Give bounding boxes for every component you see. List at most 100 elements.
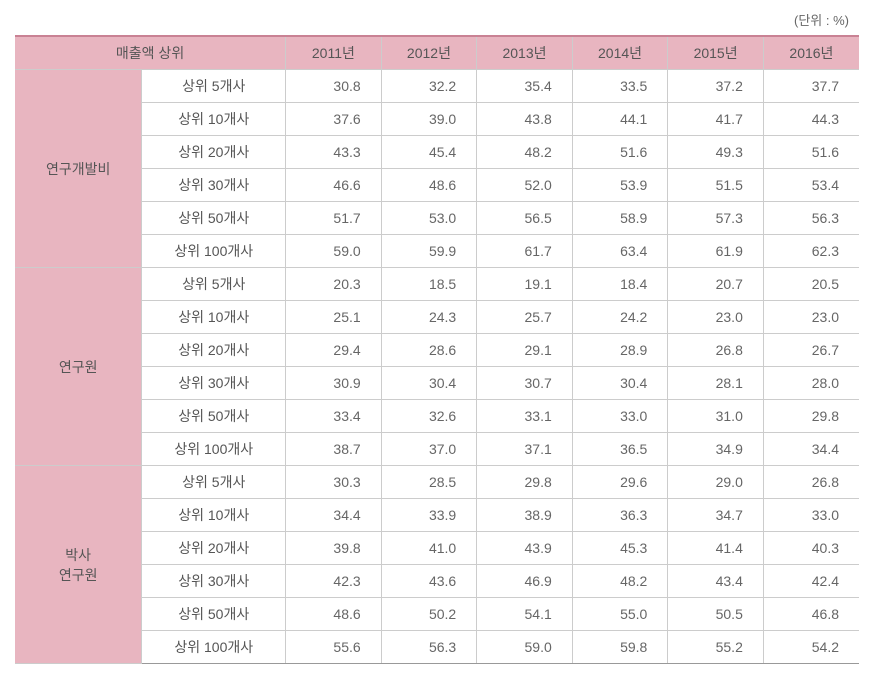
value-cell: 34.7 <box>668 499 764 532</box>
value-cell: 55.0 <box>572 598 668 631</box>
value-cell: 41.0 <box>381 532 477 565</box>
table-row: 상위 10개사34.433.938.936.334.733.0 <box>15 499 859 532</box>
value-cell: 30.8 <box>286 70 382 103</box>
sub-label: 상위 5개사 <box>142 466 286 499</box>
table-header: 매출액 상위 2011년 2012년 2013년 2014년 2015년 201… <box>15 36 859 70</box>
table-row: 상위 20개사29.428.629.128.926.826.7 <box>15 334 859 367</box>
value-cell: 43.3 <box>286 136 382 169</box>
value-cell: 20.5 <box>763 268 859 301</box>
sub-label: 상위 50개사 <box>142 400 286 433</box>
value-cell: 49.3 <box>668 136 764 169</box>
table-row: 상위 100개사38.737.037.136.534.934.4 <box>15 433 859 466</box>
table-row: 상위 30개사42.343.646.948.243.442.4 <box>15 565 859 598</box>
header-year-4: 2015년 <box>668 36 764 70</box>
value-cell: 30.7 <box>477 367 573 400</box>
table-row: 연구원상위 5개사20.318.519.118.420.720.5 <box>15 268 859 301</box>
value-cell: 29.8 <box>477 466 573 499</box>
value-cell: 56.5 <box>477 202 573 235</box>
value-cell: 33.5 <box>572 70 668 103</box>
value-cell: 42.3 <box>286 565 382 598</box>
table-row: 박사연구원상위 5개사30.328.529.829.629.026.8 <box>15 466 859 499</box>
group-label: 연구개발비 <box>15 70 142 268</box>
sub-label: 상위 5개사 <box>142 70 286 103</box>
value-cell: 59.0 <box>286 235 382 268</box>
value-cell: 48.6 <box>381 169 477 202</box>
value-cell: 56.3 <box>763 202 859 235</box>
sub-label: 상위 30개사 <box>142 367 286 400</box>
value-cell: 31.0 <box>668 400 764 433</box>
value-cell: 33.4 <box>286 400 382 433</box>
value-cell: 28.6 <box>381 334 477 367</box>
value-cell: 37.0 <box>381 433 477 466</box>
value-cell: 29.8 <box>763 400 859 433</box>
header-year-0: 2011년 <box>286 36 382 70</box>
value-cell: 53.4 <box>763 169 859 202</box>
header-year-5: 2016년 <box>763 36 859 70</box>
value-cell: 37.7 <box>763 70 859 103</box>
value-cell: 53.9 <box>572 169 668 202</box>
value-cell: 43.9 <box>477 532 573 565</box>
value-cell: 48.2 <box>477 136 573 169</box>
table-row: 상위 20개사39.841.043.945.341.440.3 <box>15 532 859 565</box>
value-cell: 45.4 <box>381 136 477 169</box>
sub-label: 상위 5개사 <box>142 268 286 301</box>
sub-label: 상위 10개사 <box>142 103 286 136</box>
sub-label: 상위 20개사 <box>142 136 286 169</box>
value-cell: 33.9 <box>381 499 477 532</box>
value-cell: 33.0 <box>572 400 668 433</box>
sub-label: 상위 100개사 <box>142 235 286 268</box>
value-cell: 23.0 <box>763 301 859 334</box>
value-cell: 58.9 <box>572 202 668 235</box>
value-cell: 61.9 <box>668 235 764 268</box>
value-cell: 26.8 <box>668 334 764 367</box>
value-cell: 25.7 <box>477 301 573 334</box>
value-cell: 39.8 <box>286 532 382 565</box>
value-cell: 51.5 <box>668 169 764 202</box>
value-cell: 50.2 <box>381 598 477 631</box>
value-cell: 51.7 <box>286 202 382 235</box>
value-cell: 23.0 <box>668 301 764 334</box>
value-cell: 34.4 <box>286 499 382 532</box>
value-cell: 28.1 <box>668 367 764 400</box>
value-cell: 42.4 <box>763 565 859 598</box>
value-cell: 51.6 <box>763 136 859 169</box>
value-cell: 30.4 <box>572 367 668 400</box>
group-label: 박사연구원 <box>15 466 142 664</box>
value-cell: 19.1 <box>477 268 573 301</box>
value-cell: 30.3 <box>286 466 382 499</box>
sub-label: 상위 20개사 <box>142 532 286 565</box>
value-cell: 33.1 <box>477 400 573 433</box>
unit-label: (단위 : %) <box>15 10 859 29</box>
header-year-3: 2014년 <box>572 36 668 70</box>
value-cell: 52.0 <box>477 169 573 202</box>
sub-label: 상위 100개사 <box>142 433 286 466</box>
value-cell: 46.6 <box>286 169 382 202</box>
value-cell: 20.3 <box>286 268 382 301</box>
table-row: 상위 50개사33.432.633.133.031.029.8 <box>15 400 859 433</box>
value-cell: 57.3 <box>668 202 764 235</box>
value-cell: 34.4 <box>763 433 859 466</box>
value-cell: 29.0 <box>668 466 764 499</box>
table-row: 연구개발비상위 5개사30.832.235.433.537.237.7 <box>15 70 859 103</box>
table-row: 상위 10개사37.639.043.844.141.744.3 <box>15 103 859 136</box>
value-cell: 46.9 <box>477 565 573 598</box>
header-year-1: 2012년 <box>381 36 477 70</box>
value-cell: 32.6 <box>381 400 477 433</box>
value-cell: 29.4 <box>286 334 382 367</box>
value-cell: 33.0 <box>763 499 859 532</box>
value-cell: 41.4 <box>668 532 764 565</box>
table-row: 상위 30개사30.930.430.730.428.128.0 <box>15 367 859 400</box>
value-cell: 38.9 <box>477 499 573 532</box>
value-cell: 24.3 <box>381 301 477 334</box>
value-cell: 24.2 <box>572 301 668 334</box>
value-cell: 37.2 <box>668 70 764 103</box>
value-cell: 56.3 <box>381 631 477 664</box>
table-row: 상위 100개사55.656.359.059.855.254.2 <box>15 631 859 664</box>
value-cell: 36.3 <box>572 499 668 532</box>
value-cell: 48.2 <box>572 565 668 598</box>
value-cell: 43.4 <box>668 565 764 598</box>
value-cell: 61.7 <box>477 235 573 268</box>
value-cell: 28.9 <box>572 334 668 367</box>
sub-label: 상위 30개사 <box>142 565 286 598</box>
sub-label: 상위 10개사 <box>142 301 286 334</box>
